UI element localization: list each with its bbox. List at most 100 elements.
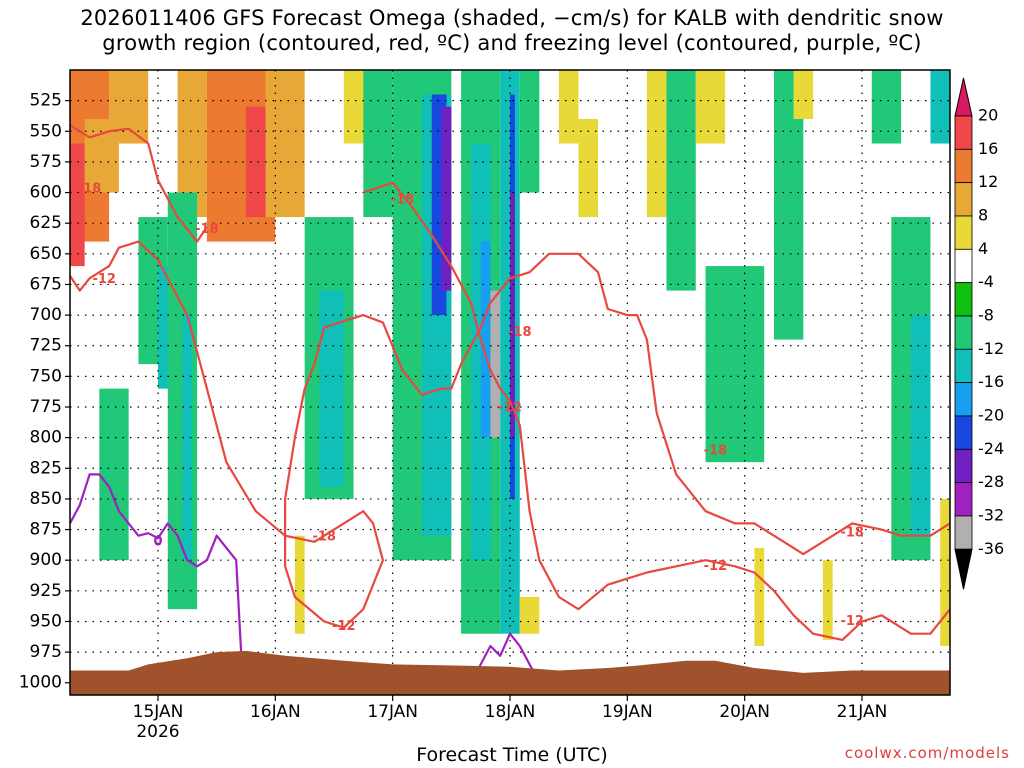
terrain-layer <box>70 650 950 695</box>
colorbar: 20 16 12 8 4 -4 -8 -12 -16 -20 -24 -28 -32 -36 <box>954 77 1004 590</box>
colorbar-segment-6 <box>954 315 973 350</box>
y-tick-label-625: 625 <box>30 213 62 233</box>
colorbar-label-4: 4 <box>978 239 988 258</box>
omega-cell-1 <box>70 143 85 267</box>
omega-cell-12 <box>182 315 193 561</box>
x-tick-label-1: 16JAN <box>250 702 301 722</box>
x-tick-label-5: 20JAN <box>719 702 770 722</box>
x-tick-label-4: 19JAN <box>602 702 653 722</box>
omega-cell-4 <box>177 70 207 218</box>
colorbar-segment-10 <box>954 448 973 484</box>
dgz-contour-label-3: -18 <box>391 192 415 207</box>
colorbar-label-1: 16 <box>978 139 998 158</box>
chart-title-line-2: growth region (contoured, red, ºC) and f… <box>102 31 922 55</box>
colorbar-segment-11 <box>954 482 973 517</box>
colorbar-bottom-arrow <box>954 548 973 590</box>
x-tick-label-2: 17JAN <box>367 702 418 722</box>
dgz-contour-label-4: -18 <box>508 325 532 340</box>
omega-cell-45 <box>519 596 540 634</box>
colorbar-label-2: 12 <box>978 172 998 191</box>
y-tick-label-750: 750 <box>30 366 62 386</box>
omega-cell-34 <box>705 266 765 463</box>
dgz-contour-label-11: -12 <box>840 614 864 629</box>
omega-cell-20 <box>441 106 452 291</box>
colorbar-label-3: 8 <box>978 205 988 224</box>
y-tick-label-775: 775 <box>30 397 62 417</box>
y-tick-label-725: 725 <box>30 336 62 356</box>
dgz-contour-0 <box>70 124 208 243</box>
colorbar-segment-1 <box>954 148 973 184</box>
omega-cell-29 <box>558 70 579 144</box>
y-tick-label-600: 600 <box>30 183 62 203</box>
colorbar-label-13: -36 <box>978 539 1004 558</box>
dgz-contour-label-10: -18 <box>840 526 864 541</box>
colorbar-segment-7 <box>954 348 973 384</box>
x-tick-label-6: 21JAN <box>837 702 888 722</box>
colorbar-segment-5 <box>954 282 973 317</box>
y-tick-label-525: 525 <box>30 91 62 111</box>
credit-link[interactable]: coolwx.com/models <box>844 744 1010 762</box>
omega-cell-33 <box>695 70 726 144</box>
freezing-level-label-0: 0 <box>153 534 162 549</box>
dgz-contour-label-5: -12 <box>498 401 522 416</box>
x-axis-label: Forecast Time (UTC) <box>416 744 608 766</box>
colorbar-segment-8 <box>954 382 973 417</box>
colorbar-label-6: -8 <box>978 305 994 324</box>
y-axis-ticks: 525 550 575 600 625 650 675 700 725 750 775 800 825 8… <box>19 91 70 693</box>
omega-cell-7 <box>265 70 305 218</box>
x-tick-label-0: 15JAN <box>133 702 184 722</box>
omega-cell-23 <box>480 241 491 438</box>
colorbar-label-7: -12 <box>978 339 1004 358</box>
omega-cell-39 <box>910 315 931 536</box>
omega-cell-16 <box>363 70 393 218</box>
y-tick-label-1000: 1000 <box>19 673 62 693</box>
y-tick-label-900: 900 <box>30 550 62 570</box>
omega-cell-43 <box>822 560 833 640</box>
y-tick-label-575: 575 <box>30 152 62 172</box>
omega-cell-40 <box>930 70 950 144</box>
colorbar-top-arrow <box>954 77 973 117</box>
colorbar-segment-2 <box>954 182 973 217</box>
y-tick-label-850: 850 <box>30 489 62 509</box>
chart-title-line-1: 2026011406 GFS Forecast Omega (shaded, −… <box>80 6 944 30</box>
colorbar-label-12: -32 <box>978 505 1004 524</box>
colorbar-label-8: -16 <box>978 372 1004 391</box>
y-tick-label-700: 700 <box>30 305 62 325</box>
y-tick-label-825: 825 <box>30 458 62 478</box>
omega-cell-30 <box>578 119 598 218</box>
y-tick-label-675: 675 <box>30 274 62 294</box>
dgz-contour-2 <box>362 181 950 642</box>
omega-cell-36 <box>793 70 814 120</box>
omega-cell-41 <box>940 498 950 646</box>
x-tick-sublabel-0: 2026 <box>136 722 179 742</box>
omega-cell-27 <box>490 290 501 438</box>
freezing-level-contour-1 <box>469 632 541 684</box>
omega-cell-13 <box>99 388 129 561</box>
omega-cell-42 <box>754 547 765 646</box>
colorbar-label-0: 20 <box>978 106 998 125</box>
dgz-contour-label-9: -18 <box>704 444 728 459</box>
colorbar-label-11: -28 <box>978 472 1004 491</box>
dgz-contour-label-1: -18 <box>195 222 219 237</box>
dgz-contour-label-0: -18 <box>78 181 102 196</box>
dgz-contour-label-7: -12 <box>332 619 356 634</box>
y-tick-label-975: 975 <box>30 642 62 662</box>
dgz-contour-1 <box>70 240 950 629</box>
y-tick-label-875: 875 <box>30 520 62 540</box>
colorbar-segment-4 <box>954 248 973 284</box>
y-tick-label-925: 925 <box>30 581 62 601</box>
chart-title: 2026011406 GFS Forecast Omega (shaded, −… <box>0 6 1024 56</box>
colorbar-label-9: -20 <box>978 405 1004 424</box>
omega-cell-3 <box>109 70 149 144</box>
colorbar-segment-0 <box>954 115 973 150</box>
omega-cell-44 <box>294 535 305 634</box>
y-tick-label-950: 950 <box>30 611 62 631</box>
freezing-level-contours: 0 <box>70 473 541 684</box>
colorbar-segment-3 <box>954 215 973 250</box>
y-tick-label-550: 550 <box>30 121 62 141</box>
dgz-contour-label-8: -12 <box>704 559 728 574</box>
omega-cell-15 <box>319 290 344 487</box>
dendritic-growth-contours: -18 -18 -12 -18 -18 -12 -18 -12 -12 -18 -18 -12 <box>70 124 950 642</box>
colorbar-label-10: -24 <box>978 439 1004 458</box>
